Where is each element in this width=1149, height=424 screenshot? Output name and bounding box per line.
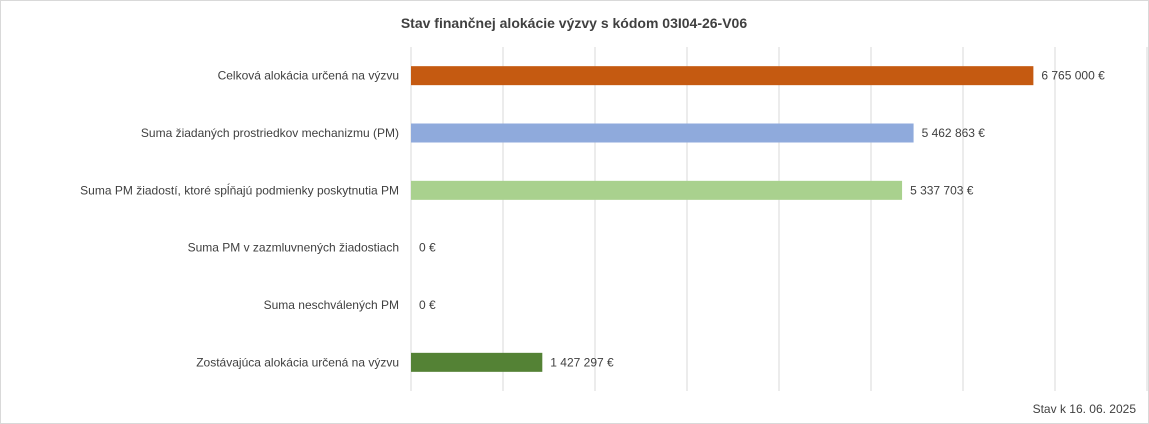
date-footnote: Stav k 16. 06. 2025 bbox=[1033, 402, 1137, 416]
data-label: 5 462 863 € bbox=[922, 126, 986, 140]
bar bbox=[411, 180, 903, 200]
bar bbox=[411, 352, 543, 372]
bar bbox=[411, 123, 914, 143]
category-label: Suma PM žiadostí, ktoré spĺňajú podmienk… bbox=[80, 182, 399, 197]
bar bbox=[411, 66, 1034, 86]
category-label: Celková alokácia určená na výzvu bbox=[218, 69, 399, 83]
data-label: 5 337 703 € bbox=[910, 183, 974, 197]
chart-title: Stav finančnej alokácie výzvy s kódom 03… bbox=[401, 15, 748, 31]
category-label: Suma PM v zazmluvnených žiadostiach bbox=[188, 241, 399, 255]
data-label: 0 € bbox=[419, 241, 436, 255]
data-label: 6 765 000 € bbox=[1041, 69, 1105, 83]
category-label: Suma žiadaných prostriedkov mechanizmu (… bbox=[141, 126, 399, 140]
bars bbox=[411, 66, 1034, 372]
category-label: Zostávajúca alokácia určená na výzvu bbox=[196, 355, 399, 369]
gridlines bbox=[410, 47, 1148, 391]
data-label: 0 € bbox=[419, 298, 436, 312]
data-label: 1 427 297 € bbox=[550, 355, 614, 369]
data-labels: 6 765 000 € 5 462 863 € 5 337 703 € 0 € 0 € 1… bbox=[419, 69, 1105, 370]
category-labels: Celková alokácia určená na výzvu Suma žia… bbox=[80, 69, 399, 370]
category-label: Suma neschválených PM bbox=[264, 298, 399, 312]
